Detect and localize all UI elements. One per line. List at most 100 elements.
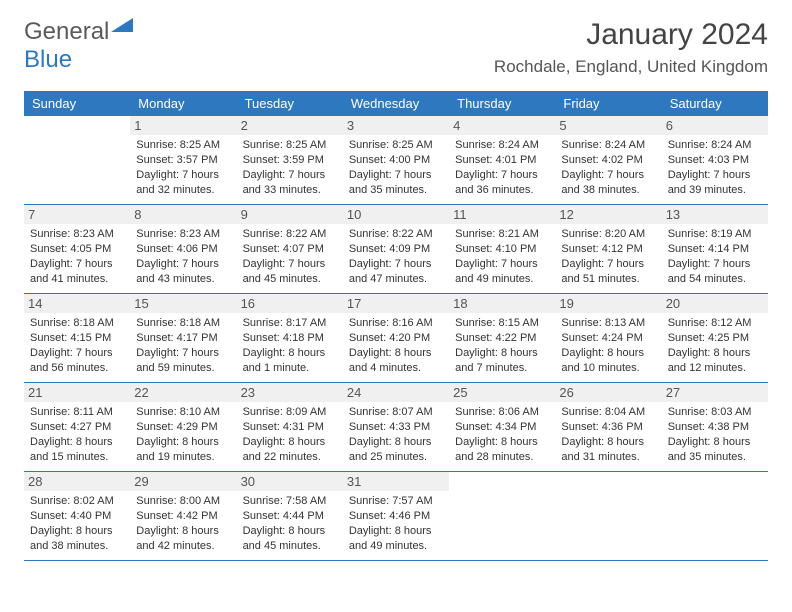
day-d1: Daylight: 8 hours (349, 346, 443, 361)
day-sunrise: Sunrise: 8:25 AM (136, 138, 230, 153)
day-cell: 3 Sunrise: 8:25 AMSunset: 4:00 PMDaylight… (343, 116, 449, 204)
day-d1: Daylight: 8 hours (455, 435, 549, 450)
day-d2: and 54 minutes. (668, 272, 762, 287)
day-sunset: Sunset: 4:31 PM (243, 420, 337, 435)
day-d2: and 32 minutes. (136, 183, 230, 198)
day-sunset: Sunset: 4:00 PM (349, 153, 443, 168)
day-sunrise: Sunrise: 8:06 AM (455, 405, 549, 420)
day-sunrise: Sunrise: 8:24 AM (455, 138, 549, 153)
day-sunset: Sunset: 4:38 PM (668, 420, 762, 435)
day-d2: and 12 minutes. (668, 361, 762, 376)
logo-text-blue: Blue (24, 46, 72, 73)
day-sunset: Sunset: 4:17 PM (136, 331, 230, 346)
day-cell: 16Sunrise: 8:17 AMSunset: 4:18 PMDayligh… (237, 294, 343, 382)
day-d2: and 42 minutes. (136, 539, 230, 554)
day-d1: Daylight: 8 hours (243, 435, 337, 450)
day-cell: 30Sunrise: 7:58 AMSunset: 4:44 PMDayligh… (237, 472, 343, 560)
day-sunrise: Sunrise: 8:11 AM (30, 405, 124, 420)
day-d2: and 35 minutes. (668, 450, 762, 465)
location-subtitle: Rochdale, England, United Kingdom (494, 57, 768, 77)
day-d2: and 10 minutes. (561, 361, 655, 376)
day-cell: 31Sunrise: 7:57 AMSunset: 4:46 PMDayligh… (343, 472, 449, 560)
day-sunrise: Sunrise: 8:00 AM (136, 494, 230, 509)
day-d2: and 43 minutes. (136, 272, 230, 287)
day-number: 30 (237, 472, 343, 491)
day-cell: 9Sunrise: 8:22 AMSunset: 4:07 PMDaylight… (237, 205, 343, 293)
day-d1: Daylight: 7 hours (136, 257, 230, 272)
day-sunset: Sunset: 4:12 PM (561, 242, 655, 257)
day-cell (449, 472, 555, 560)
day-sunrise: Sunrise: 8:24 AM (668, 138, 762, 153)
day-number: 12 (555, 205, 661, 224)
day-number: 17 (343, 294, 449, 313)
logo-triangle-icon (111, 18, 133, 39)
day-d1: Daylight: 7 hours (30, 257, 124, 272)
day-sunrise: Sunrise: 8:20 AM (561, 227, 655, 242)
day-sunset: Sunset: 4:40 PM (30, 509, 124, 524)
day-d2: and 45 minutes. (243, 539, 337, 554)
day-d2: and 25 minutes. (349, 450, 443, 465)
day-cell: 10Sunrise: 8:22 AMSunset: 4:09 PMDayligh… (343, 205, 449, 293)
day-sunset: Sunset: 4:27 PM (30, 420, 124, 435)
day-cell: 6Sunrise: 8:24 AMSunset: 4:03 PMDaylight… (662, 116, 768, 204)
day-d2: and 1 minute. (243, 361, 337, 376)
day-number: 9 (237, 205, 343, 224)
day-d2: and 31 minutes. (561, 450, 655, 465)
day-sunset: Sunset: 4:01 PM (455, 153, 549, 168)
day-of-week-header: Sunday (24, 91, 130, 116)
day-number: 31 (343, 472, 449, 491)
title-block: January 2024 Rochdale, England, United K… (494, 18, 768, 77)
day-sunset: Sunset: 4:24 PM (561, 331, 655, 346)
week-row: 1Sunrise: 8:25 AMSunset: 3:57 PMDaylight… (24, 116, 768, 205)
day-sunrise: Sunrise: 8:09 AM (243, 405, 337, 420)
day-d1: Daylight: 8 hours (243, 346, 337, 361)
day-cell: 5Sunrise: 8:24 AMSunset: 4:02 PMDaylight… (555, 116, 661, 204)
day-d1: Daylight: 7 hours (455, 257, 549, 272)
day-d1: Daylight: 8 hours (561, 435, 655, 450)
day-number: 20 (662, 294, 768, 313)
day-sunrise: Sunrise: 8:22 AM (243, 227, 337, 242)
day-number: 19 (555, 294, 661, 313)
week-row: 14Sunrise: 8:18 AMSunset: 4:15 PMDayligh… (24, 294, 768, 383)
day-sunrise: Sunrise: 8:10 AM (136, 405, 230, 420)
week-row: 28Sunrise: 8:02 AMSunset: 4:40 PMDayligh… (24, 472, 768, 561)
day-sunset: Sunset: 4:06 PM (136, 242, 230, 257)
day-number: 16 (237, 294, 343, 313)
day-d2: and 4 minutes. (349, 361, 443, 376)
day-d2: and 33 minutes. (243, 183, 337, 198)
day-sunset: Sunset: 4:03 PM (668, 153, 762, 168)
day-d2: and 51 minutes. (561, 272, 655, 287)
day-d1: Daylight: 7 hours (136, 168, 230, 183)
day-cell (662, 472, 768, 560)
day-sunrise: Sunrise: 8:02 AM (30, 494, 124, 509)
day-sunset: Sunset: 4:33 PM (349, 420, 443, 435)
day-d1: Daylight: 7 hours (668, 168, 762, 183)
day-of-week-header: Monday (130, 91, 236, 116)
day-sunrise: Sunrise: 8:16 AM (349, 316, 443, 331)
day-d1: Daylight: 7 hours (349, 168, 443, 183)
day-cell: 7Sunrise: 8:23 AMSunset: 4:05 PMDaylight… (24, 205, 130, 293)
day-cell: 8Sunrise: 8:23 AMSunset: 4:06 PMDaylight… (130, 205, 236, 293)
day-d2: and 56 minutes. (30, 361, 124, 376)
day-number: 11 (449, 205, 555, 224)
day-sunrise: Sunrise: 8:04 AM (561, 405, 655, 420)
header: General Blue January 2024 Rochdale, Engl… (0, 0, 792, 81)
day-number: 22 (130, 383, 236, 402)
day-d1: Daylight: 8 hours (349, 524, 443, 539)
day-d2: and 49 minutes. (349, 539, 443, 554)
day-of-week-header: Saturday (662, 91, 768, 116)
day-cell: 25Sunrise: 8:06 AMSunset: 4:34 PMDayligh… (449, 383, 555, 471)
day-cell: 14Sunrise: 8:18 AMSunset: 4:15 PMDayligh… (24, 294, 130, 382)
day-number: 21 (24, 383, 130, 402)
day-sunrise: Sunrise: 8:25 AM (243, 138, 337, 153)
day-d1: Daylight: 8 hours (30, 524, 124, 539)
day-d2: and 15 minutes. (30, 450, 124, 465)
day-d1: Daylight: 8 hours (668, 435, 762, 450)
day-sunrise: Sunrise: 8:13 AM (561, 316, 655, 331)
day-d2: and 45 minutes. (243, 272, 337, 287)
day-d2: and 7 minutes. (455, 361, 549, 376)
day-cell (555, 472, 661, 560)
day-number: 3 (343, 116, 449, 135)
day-sunrise: Sunrise: 8:25 AM (349, 138, 443, 153)
day-sunrise: Sunrise: 8:23 AM (136, 227, 230, 242)
